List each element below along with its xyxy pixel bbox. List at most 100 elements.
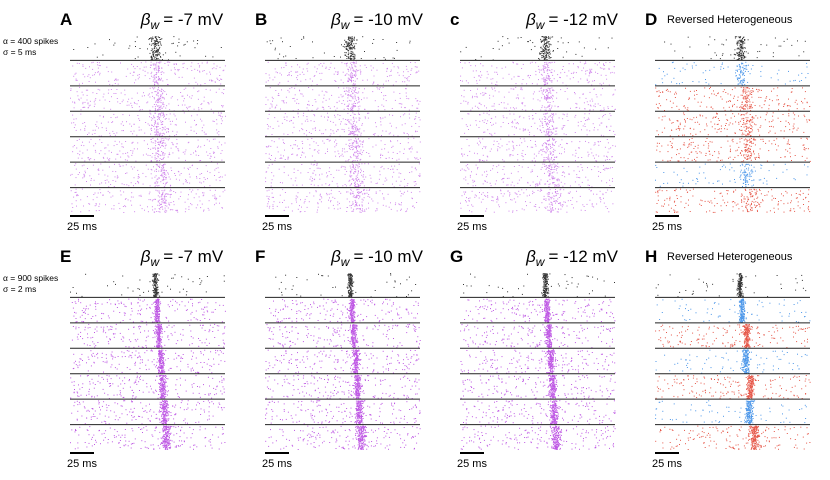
spike <box>549 163 551 165</box>
spike <box>208 140 210 142</box>
spike <box>159 196 161 198</box>
spike <box>97 88 99 90</box>
spike <box>350 119 352 121</box>
spike <box>182 63 184 65</box>
spike <box>379 170 381 172</box>
spike <box>98 210 100 211</box>
spike <box>352 148 354 150</box>
spike <box>318 167 320 169</box>
spike <box>197 40 199 41</box>
spike <box>512 122 514 124</box>
spike <box>514 119 516 121</box>
spike <box>302 129 304 131</box>
spike <box>577 81 579 83</box>
spike <box>551 142 553 144</box>
spike <box>548 76 550 78</box>
spike <box>346 43 348 45</box>
spike <box>577 166 579 168</box>
spike <box>124 94 126 96</box>
spike <box>267 80 269 82</box>
spike <box>355 196 357 198</box>
spike <box>551 177 553 179</box>
spike <box>576 176 578 178</box>
row-note: σ = 5 ms <box>3 47 36 57</box>
spike <box>363 140 364 142</box>
spike <box>484 181 486 182</box>
spike <box>461 118 463 120</box>
spike <box>337 150 339 152</box>
spike <box>416 71 418 73</box>
spike <box>190 97 192 99</box>
spike <box>191 95 193 97</box>
spike <box>310 183 312 185</box>
spike <box>373 82 375 84</box>
spike <box>102 116 104 118</box>
spike <box>154 140 156 142</box>
spike <box>155 64 157 66</box>
spike <box>346 48 348 50</box>
spike <box>472 181 474 183</box>
spike <box>114 79 116 81</box>
spike <box>325 129 327 131</box>
spike <box>564 201 566 203</box>
spike <box>150 64 152 66</box>
spike <box>541 118 543 120</box>
spike <box>287 75 289 76</box>
spike <box>100 163 102 165</box>
spike <box>600 199 602 201</box>
spike <box>154 198 156 200</box>
spike <box>165 177 167 178</box>
spike <box>112 180 114 181</box>
spike <box>594 166 596 167</box>
spike <box>158 160 160 161</box>
spike <box>551 98 553 100</box>
spike <box>358 146 360 148</box>
spike <box>315 191 317 193</box>
spike <box>299 89 300 91</box>
spike <box>224 65 226 67</box>
spike <box>333 106 335 108</box>
spike <box>97 192 99 194</box>
spike <box>788 70 789 72</box>
spike <box>500 189 502 191</box>
spike <box>602 88 603 90</box>
spike <box>721 43 723 45</box>
spike <box>475 173 477 175</box>
spike <box>119 165 121 167</box>
spike <box>591 152 593 154</box>
spike <box>84 122 86 123</box>
spike <box>137 115 139 116</box>
spike <box>352 58 354 60</box>
spike <box>193 108 195 110</box>
spike <box>357 172 359 174</box>
spike <box>613 130 615 132</box>
spike <box>209 157 211 159</box>
spike <box>348 180 350 182</box>
spike <box>556 211 558 213</box>
spike <box>590 190 592 192</box>
spike <box>199 71 201 73</box>
spike <box>521 83 523 85</box>
spike <box>78 99 80 101</box>
spike <box>355 137 357 139</box>
spike <box>408 109 410 111</box>
spike <box>744 55 745 57</box>
spike <box>354 181 356 183</box>
spike <box>736 43 738 45</box>
spike <box>310 176 312 178</box>
spike <box>213 121 215 122</box>
spike <box>115 78 117 80</box>
spike <box>553 200 555 202</box>
spike <box>162 152 164 154</box>
spike <box>543 69 544 71</box>
spike <box>485 88 487 90</box>
spike <box>546 39 548 41</box>
spike <box>549 89 551 91</box>
spike <box>465 176 467 178</box>
spike <box>277 83 279 85</box>
spike <box>330 62 332 64</box>
spike <box>128 156 130 158</box>
spike <box>352 53 354 55</box>
spike <box>468 198 470 200</box>
spike <box>170 184 171 186</box>
